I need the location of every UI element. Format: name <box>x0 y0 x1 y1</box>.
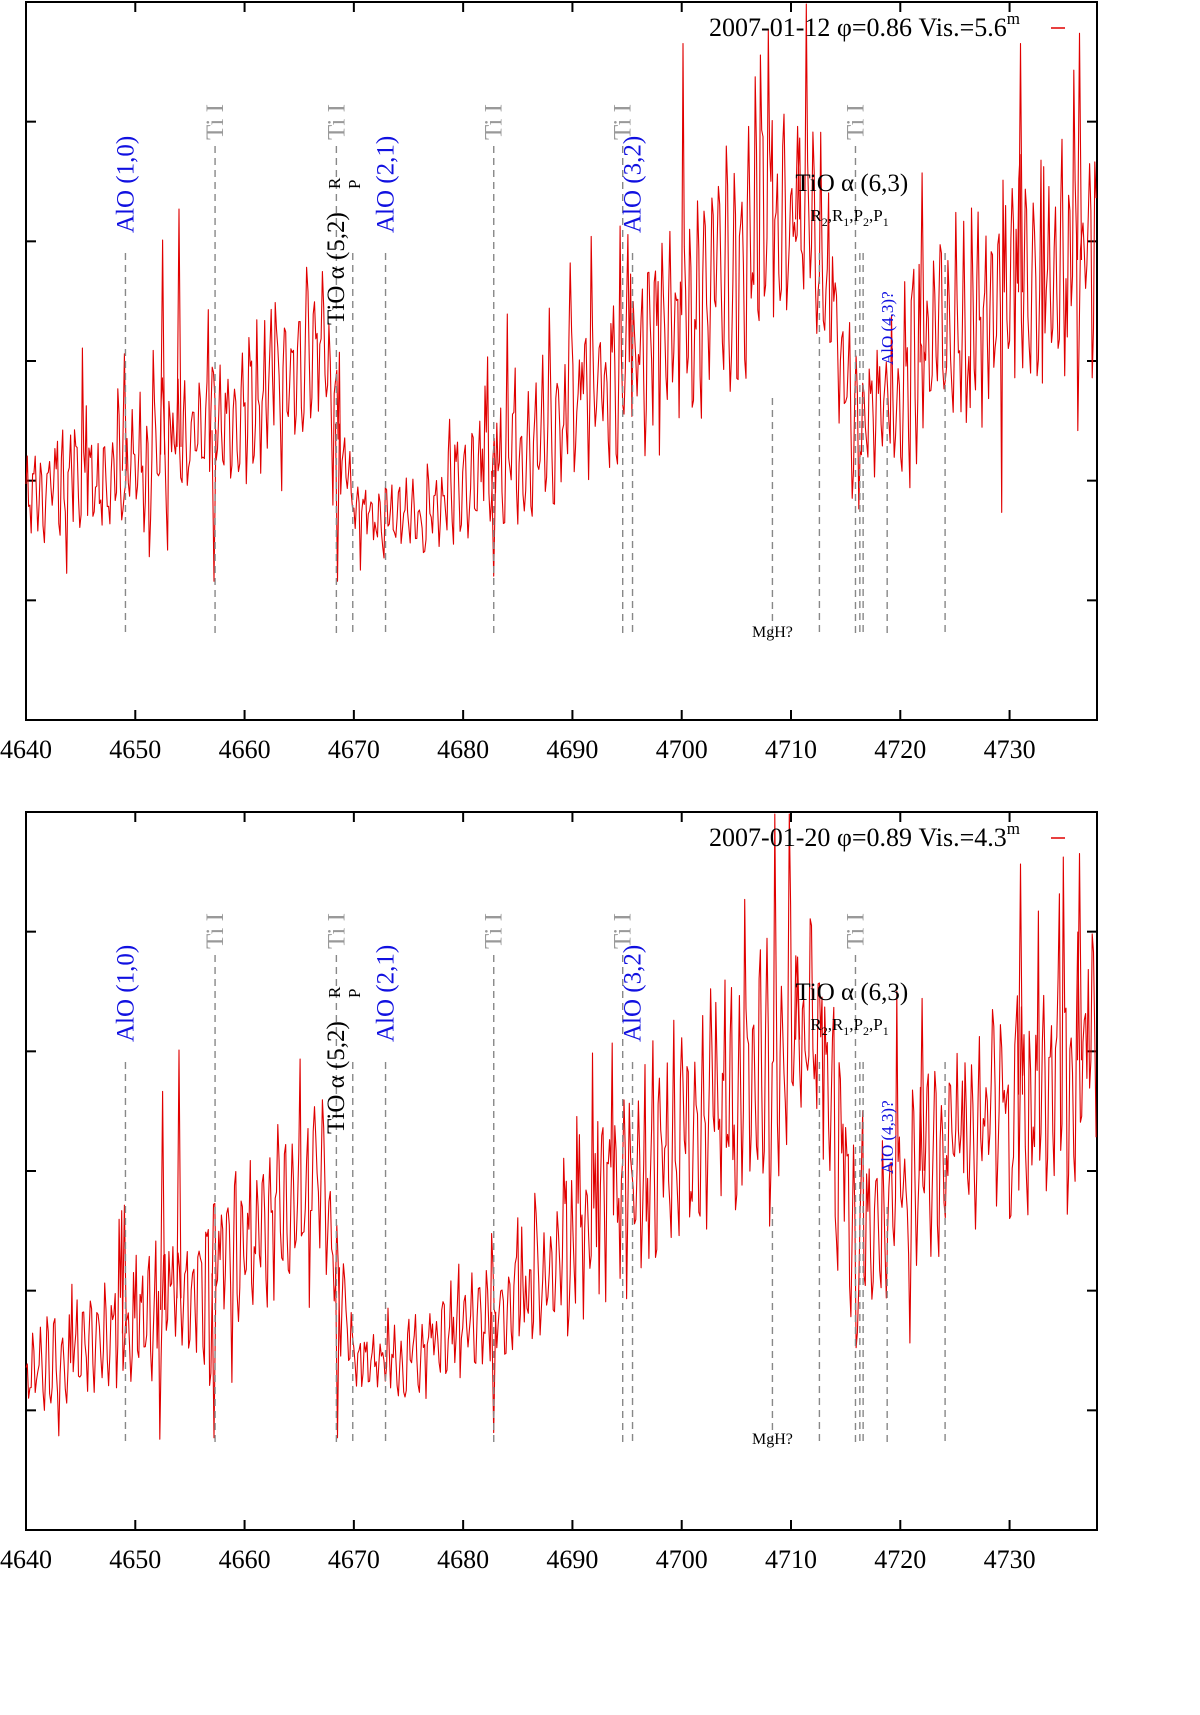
alo-label: AlO (1,0) <box>112 945 139 1042</box>
tio-band-label: TiO α (5,2) <box>323 1021 350 1134</box>
tio-band-sub: P <box>345 989 364 998</box>
ti-label: Ti I <box>481 104 508 140</box>
legend-label: 2007-01-12 φ=0.86 Vis.=5.6m <box>709 9 1020 42</box>
x-tick-label: 4650 <box>109 735 161 764</box>
spectrum-spike <box>491 470 497 577</box>
x-tick-label: 4670 <box>328 1545 380 1574</box>
chart-panel-1: 4640 4650 4660 4670 4680 4690 4700 4710 4720 4730… <box>0 1 1098 764</box>
ti-label: Ti I <box>323 913 350 949</box>
x-tick-label: 4700 <box>656 1545 708 1574</box>
alo-label: AlO (4,3)? <box>878 291 897 365</box>
ti-label: Ti I <box>842 913 869 949</box>
ti-label: Ti I <box>842 104 869 140</box>
x-tick-label: 4670 <box>328 735 380 764</box>
tio-band-sublabel: R2,R1,P2,P1 <box>810 1015 888 1038</box>
alo-label: AlO (3,2) <box>620 136 647 233</box>
tio-band-sup: R <box>325 986 344 998</box>
x-tick-label: 4690 <box>546 735 598 764</box>
spectrum-spike <box>919 172 925 363</box>
mgh-label: MgH? <box>752 624 793 641</box>
spectrum-spike <box>160 1090 166 1310</box>
spectrum-spike <box>121 353 127 471</box>
x-tick-label: 4640 <box>0 1545 52 1574</box>
spectrum-spike <box>919 997 925 1171</box>
tio-band-label: TiO α (6,3) <box>795 979 908 1006</box>
x-tick-label: 4710 <box>765 1545 817 1574</box>
spectrum-spike <box>1017 43 1024 293</box>
x-tick-label: 4730 <box>984 1545 1036 1574</box>
tio-band-sublabel: R2,R1,P2,P1 <box>810 206 888 229</box>
ti-label: Ti I <box>323 104 350 140</box>
spectrum-line <box>25 3 1097 574</box>
spectrum-spike <box>491 1311 497 1434</box>
spectrum-spike <box>334 1267 341 1439</box>
x-tick-label: 4720 <box>874 735 926 764</box>
tio-band-label: TiO α (5,2) <box>323 212 350 325</box>
ti-label: Ti I <box>202 104 229 140</box>
tio-band-label: TiO α (6,3) <box>795 170 908 197</box>
ti-label: Ti I <box>202 913 229 949</box>
alo-label: AlO (2,1) <box>373 136 400 233</box>
spectrum-line <box>25 813 1097 1440</box>
spectrum-spike <box>211 430 217 582</box>
alo-label: AlO (2,1) <box>373 945 400 1042</box>
x-tick-label: 4730 <box>984 735 1036 764</box>
alo-label: AlO (4,3)? <box>878 1100 897 1174</box>
x-tick-label: 4720 <box>874 1545 926 1574</box>
tio-band-sup: R <box>325 177 344 189</box>
x-tick-label: 4660 <box>219 735 271 764</box>
spectrum-spike <box>1017 863 1024 1095</box>
spectrum-spike <box>795 125 801 220</box>
x-tick-label: 4650 <box>109 1545 161 1574</box>
x-tick-label: 4690 <box>546 1545 598 1574</box>
x-tick-label: 4680 <box>437 735 489 764</box>
legend-label: 2007-01-20 φ=0.89 Vis.=4.3m <box>709 819 1020 852</box>
spectrum-spike <box>1076 853 1083 1061</box>
x-tick-label: 4700 <box>656 735 708 764</box>
x-tick-label: 4680 <box>437 1545 489 1574</box>
spectrum-spike <box>795 956 801 1040</box>
mgh-label: MgH? <box>752 1431 793 1448</box>
chart-panel-2: 4640 4650 4660 4670 4680 4690 4700 4710 4720 4730… <box>0 811 1098 1574</box>
spectrum-spike <box>160 239 166 455</box>
x-tick-label: 4660 <box>219 1545 271 1574</box>
alo-label: AlO (1,0) <box>112 136 139 233</box>
tio-band-sub: P <box>345 180 364 189</box>
alo-label: AlO (3,2) <box>620 945 647 1042</box>
spectrum-spike <box>176 1049 182 1299</box>
spectrum-spike <box>1076 32 1083 261</box>
ti-label: Ti I <box>481 913 508 949</box>
x-tick-label: 4710 <box>765 735 817 764</box>
x-tick-label: 4640 <box>0 735 52 764</box>
ti-label: Ti I <box>610 913 637 949</box>
ti-label: Ti I <box>610 104 637 140</box>
spectrum-spike <box>176 208 182 447</box>
